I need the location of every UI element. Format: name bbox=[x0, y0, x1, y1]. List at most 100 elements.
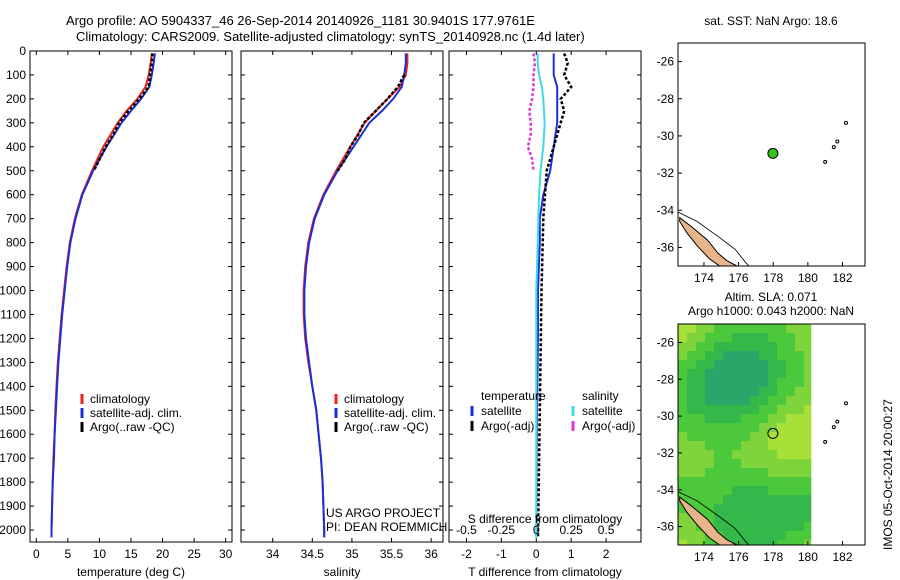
sla-heat-cell bbox=[777, 378, 786, 387]
sla-heat-cell bbox=[741, 477, 750, 486]
sla-heat-cell bbox=[687, 423, 696, 432]
sla-heat-cell bbox=[723, 351, 732, 360]
legend-label: satellite-adj. clim. bbox=[90, 406, 182, 420]
sla-heat-cell bbox=[768, 432, 777, 441]
sla-heat-cell bbox=[786, 477, 795, 486]
sla-heat-cell bbox=[795, 468, 804, 477]
x-tick-label: 35 bbox=[345, 547, 359, 561]
sla-heat-cell bbox=[714, 441, 723, 450]
sla-heat-cell bbox=[678, 414, 687, 423]
sla-heat-cell bbox=[786, 531, 795, 540]
sla-heat-cell bbox=[786, 513, 795, 522]
sla-heat-cell bbox=[687, 486, 696, 495]
y-tick-label: 1700 bbox=[0, 451, 26, 465]
sla-heat-cell bbox=[705, 540, 714, 545]
sla-heat-cell bbox=[795, 477, 804, 486]
sla-heat-cell bbox=[786, 441, 795, 450]
y-tick-label: -26 bbox=[657, 335, 675, 349]
sla-heat-cell bbox=[714, 468, 723, 477]
sla-heat-cell bbox=[732, 486, 741, 495]
sla-heat-cell bbox=[777, 477, 786, 486]
sla-heat-cell bbox=[705, 396, 714, 405]
sla-heat-cell bbox=[750, 477, 759, 486]
sla-heat-cell bbox=[696, 378, 705, 387]
sla-heat-cell bbox=[741, 324, 750, 333]
sla-heat-cell bbox=[804, 324, 812, 333]
legend-label: Argo(-adj) bbox=[582, 419, 635, 433]
sla-heat-cell bbox=[741, 531, 750, 540]
sla-heat-cell bbox=[723, 432, 732, 441]
sst-map-title: sat. SST: NaN Argo: 18.6 bbox=[704, 14, 838, 28]
x-tick-label: -2 bbox=[461, 547, 472, 561]
island bbox=[843, 401, 848, 406]
sla-heat-cell bbox=[705, 360, 714, 369]
sla-heat-cell bbox=[786, 486, 795, 495]
sla-heat-cell bbox=[750, 423, 759, 432]
sla-map-title-line1: Altim. SLA: 0.071 bbox=[725, 290, 818, 304]
sla-heat-cell bbox=[678, 387, 687, 396]
sla-heat-cell bbox=[804, 531, 812, 540]
sla-heat-cell bbox=[678, 369, 687, 378]
sla-heat-cell bbox=[768, 414, 777, 423]
x-tick-label: 182 bbox=[832, 271, 852, 285]
sla-heat-cell bbox=[768, 540, 777, 545]
sla-heat-cell bbox=[723, 495, 732, 504]
x-tick-label: 35.5 bbox=[380, 547, 404, 561]
sla-heat-cell bbox=[705, 504, 714, 513]
x-tick-label: 25 bbox=[187, 547, 201, 561]
island bbox=[835, 139, 840, 144]
sla-heat-cell bbox=[696, 324, 705, 333]
sla-heat-cell bbox=[687, 387, 696, 396]
temperature-panel: 0 5 10 15 20 25 300100200300400500600700800900… bbox=[0, 44, 233, 579]
sla-heat-cell bbox=[768, 504, 777, 513]
sla-heat-cell bbox=[714, 486, 723, 495]
island bbox=[823, 159, 828, 164]
sla-heat-cell bbox=[741, 432, 750, 441]
sla-heat-cell bbox=[795, 324, 804, 333]
sla-heat-cell bbox=[705, 477, 714, 486]
sla-heat-cell bbox=[759, 459, 768, 468]
sla-heat-cell bbox=[678, 522, 687, 531]
sla-map-title-line2: Argo h1000: 0.043 h2000: NaN bbox=[688, 304, 854, 318]
y-tick-label: -28 bbox=[657, 92, 675, 106]
sla-heat-cell bbox=[723, 513, 732, 522]
legend-title-salinity: salinity bbox=[582, 389, 619, 403]
sla-heat-cell bbox=[795, 405, 804, 414]
sla-heat-cell bbox=[750, 486, 759, 495]
sla-heat-cell bbox=[759, 495, 768, 504]
sla-heat-cell bbox=[750, 522, 759, 531]
sla-heat-cell bbox=[741, 351, 750, 360]
sla-heat-cell bbox=[768, 531, 777, 540]
sla-heat-cell bbox=[687, 414, 696, 423]
sla-heat-cell bbox=[741, 513, 750, 522]
sla-heat-cell bbox=[786, 405, 795, 414]
y-tick-label: 2000 bbox=[0, 523, 26, 537]
sla-heat-cell bbox=[714, 396, 723, 405]
sla-heat-cell bbox=[804, 450, 812, 459]
sla-heat-cell bbox=[723, 522, 732, 531]
sla-heat-cell bbox=[759, 378, 768, 387]
y-tick-label: -30 bbox=[657, 409, 675, 423]
sla-heat-cell bbox=[759, 504, 768, 513]
sla-heat-cell bbox=[759, 396, 768, 405]
sla-heat-cell bbox=[795, 522, 804, 531]
sla-heat-cell bbox=[750, 324, 759, 333]
sla-heat-cell bbox=[678, 405, 687, 414]
sla-heat-cell bbox=[759, 522, 768, 531]
sla-heat-cell bbox=[687, 441, 696, 450]
sla-heat-cell bbox=[705, 441, 714, 450]
sla-heat-cell bbox=[741, 342, 750, 351]
sla-heat-cell bbox=[768, 486, 777, 495]
sla-heat-cell bbox=[768, 522, 777, 531]
y-tick-label: -28 bbox=[657, 372, 675, 386]
legend-label: climatology bbox=[344, 392, 404, 406]
y-tick-label: 100 bbox=[6, 68, 26, 82]
sla-heat-cell bbox=[723, 441, 732, 450]
map-frame bbox=[677, 42, 866, 267]
sla-heat-cell bbox=[759, 432, 768, 441]
sla-heat-cell bbox=[732, 468, 741, 477]
sla-heat-cell bbox=[750, 495, 759, 504]
sla-heat-cell bbox=[768, 513, 777, 522]
y-tick-label: 200 bbox=[6, 92, 26, 106]
